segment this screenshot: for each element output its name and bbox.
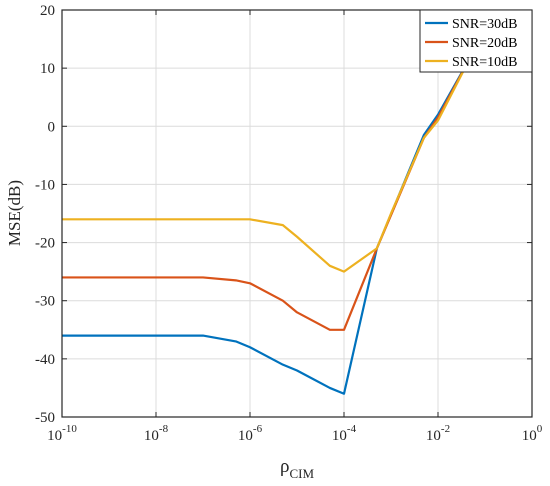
x-tick-label-base: 10 (238, 428, 253, 444)
legend-label: SNR=10dB (452, 55, 517, 70)
series-line-snr-10db (62, 56, 472, 273)
y-tick-label: 10 (40, 61, 55, 77)
y-tick-label: -50 (35, 410, 55, 426)
plot-frame (61, 9, 533, 418)
y-tick-label: -10 (35, 177, 55, 193)
y-tick-label: -20 (35, 236, 55, 252)
x-tick-label-base: 10 (144, 428, 159, 444)
x-tick-label-exponent: -2 (441, 423, 450, 435)
y-tick-label: 20 (40, 3, 55, 19)
y-tick-labels: 20 10 0 -10 -20 -30 -40 -50 (35, 3, 55, 426)
x-tick-label: 10-4 (332, 423, 357, 444)
x-tick-label-exponent: -6 (253, 423, 263, 435)
y-axis-title: MSE(dB) (5, 180, 24, 246)
plot-background (62, 10, 532, 417)
x-tick-label-base: 10 (332, 428, 347, 444)
x-tick-label-exponent: -4 (347, 423, 357, 435)
x-tick-label: 10-10 (47, 423, 77, 444)
x-tick-label: 10-2 (426, 423, 450, 444)
x-axis-title-main: ρ (280, 456, 289, 477)
legend-label: SNR=20dB (452, 36, 517, 51)
x-tick-label-exponent: -8 (159, 423, 169, 435)
x-tick-label-base: 10 (522, 428, 537, 444)
legend-label: SNR=30dB (452, 17, 517, 32)
x-tick-label-base: 10 (47, 428, 62, 444)
series-line-snr-30db (62, 55, 472, 395)
x-tick-label-base: 10 (426, 428, 441, 444)
x-tick-label: 100 (522, 423, 543, 444)
series-lines (62, 55, 472, 395)
x-tick-label: 10-6 (238, 423, 263, 444)
x-axis-title: ρCIM (280, 456, 314, 481)
x-axis-title-subscript: CIM (289, 466, 314, 481)
y-tick-label: -40 (35, 352, 55, 368)
y-tick-label: -30 (35, 294, 55, 310)
x-tick-label-exponent: -10 (62, 423, 77, 435)
x-tick-label-exponent: 0 (537, 423, 543, 435)
x-tick-labels: 10-10 10-8 10-6 10-4 10-2 100 (47, 423, 543, 444)
legend: SNR=30dB SNR=20dB SNR=10dB (419, 9, 533, 73)
y-tick-label: 0 (48, 119, 56, 135)
x-tick-label: 10-8 (144, 423, 169, 444)
